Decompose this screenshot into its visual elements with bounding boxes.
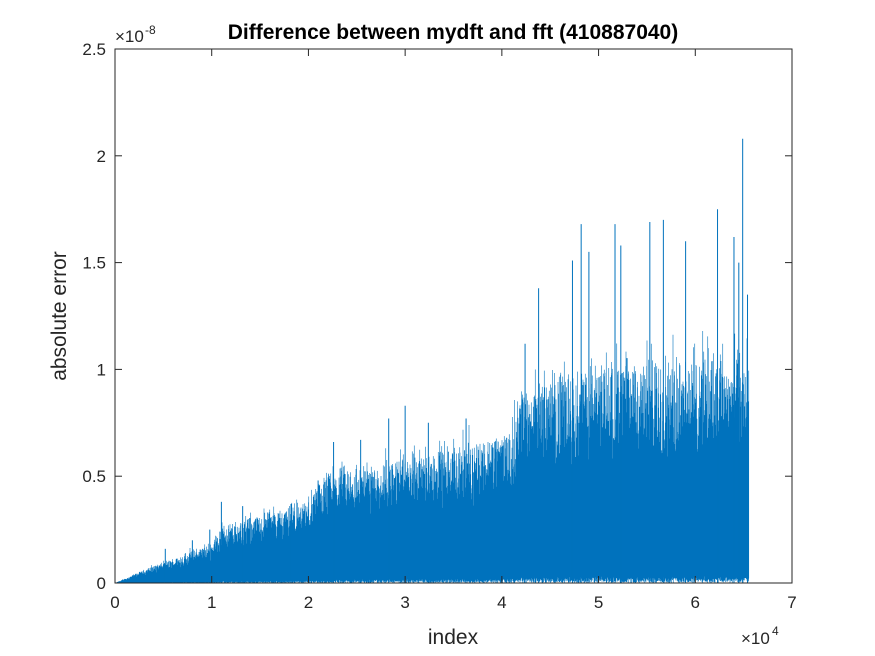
ticks-layer [114,48,793,584]
y-tick-label: 0.5 [82,467,106,486]
y-exponent: ×10 -8 [115,23,156,46]
data-layer [114,138,750,583]
x-axis-label: index [428,626,479,649]
x-exponent-power: 4 [772,624,779,638]
x-exponent: ×10 4 [741,624,779,648]
x-tick-label: 6 [691,593,700,612]
x-tick-label: 3 [400,593,409,612]
chart-title: Difference between mydft and fft (410887… [228,21,678,44]
x-tick-label: 7 [787,593,796,612]
y-exponent-base: ×10 [115,27,144,46]
y-exponent-power: -8 [145,23,156,37]
y-tick-label: 0 [97,574,106,593]
y-tick-label: 2.5 [82,40,106,59]
x-tick-label: 0 [110,593,119,612]
tick-labels-layer: 0 1 2 3 4 5 6 7 0 0.5 1 1.5 2 2.5 [82,40,796,612]
x-tick-label: 1 [207,593,216,612]
x-exponent-base: ×10 [741,629,770,648]
axes-box [114,48,793,584]
x-tick-label: 5 [594,593,603,612]
error-series-line [114,330,750,583]
y-axis-label: absolute error [48,251,71,381]
x-tick-label: 2 [304,593,313,612]
y-tick-label: 2 [97,147,106,166]
x-tick-label: 4 [497,593,506,612]
y-tick-label: 1 [97,360,106,379]
y-tick-label: 1.5 [82,254,106,273]
